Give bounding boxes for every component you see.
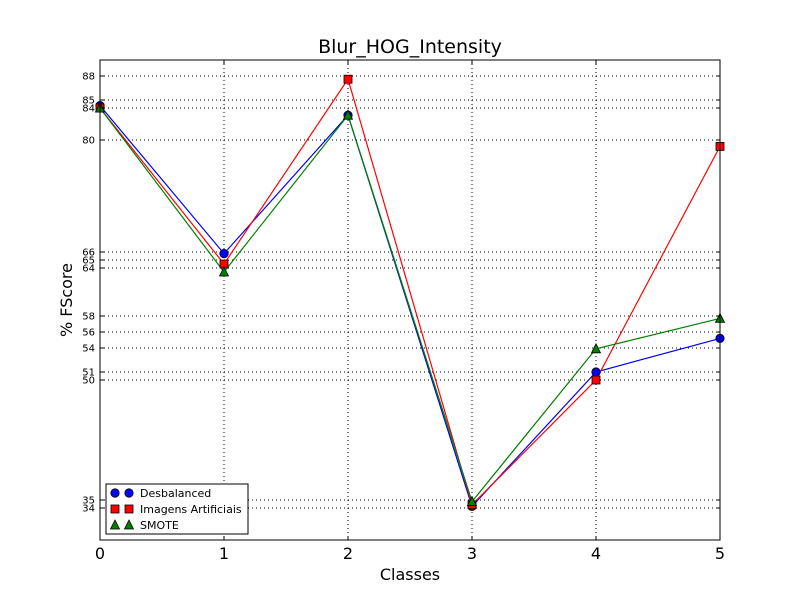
legend-marker xyxy=(123,519,135,530)
y-tick-label: 64 xyxy=(82,264,95,275)
data-point xyxy=(218,266,230,277)
legend-marker xyxy=(124,488,134,498)
y-tick-label: 66 xyxy=(82,248,95,259)
legend-marker xyxy=(109,519,121,530)
x-axis-label: Classes xyxy=(380,565,440,584)
data-point xyxy=(342,109,354,120)
data-point xyxy=(591,375,601,385)
y-tick-label: 34 xyxy=(82,504,95,515)
data-point xyxy=(466,495,478,507)
y-tick-label: 56 xyxy=(82,328,95,339)
x-tick-label: 3 xyxy=(467,544,477,563)
series-markers xyxy=(95,101,725,511)
series-smote xyxy=(99,107,721,503)
series-line xyxy=(99,105,721,508)
y-tick-label: 85 xyxy=(82,96,95,107)
x-tick-label: 5 xyxy=(715,544,725,563)
data-point xyxy=(343,74,353,84)
data-point xyxy=(590,342,602,354)
legend-marker xyxy=(110,488,120,498)
y-axis-label: % FScore xyxy=(57,263,76,337)
y-tick-label: 51 xyxy=(82,368,95,379)
series-desbalanced xyxy=(99,105,721,508)
series-imagens-artificiais xyxy=(99,77,721,506)
y-tick-label: 84 xyxy=(82,104,95,115)
y-tick-label: 88 xyxy=(82,72,95,83)
x-tick-label: 1 xyxy=(219,544,229,563)
series-line xyxy=(99,107,721,503)
legend-label: Desbalanced xyxy=(140,487,211,500)
chart-title: Blur_HOG_Intensity xyxy=(318,36,502,58)
x-tick-label: 0 xyxy=(95,544,105,563)
legend: Desbalanced Imagens Artificiais SMOTE xyxy=(105,483,249,535)
y-tick-label: 50 xyxy=(82,376,95,387)
data-point xyxy=(591,367,601,377)
series-line xyxy=(99,77,721,506)
series-markers xyxy=(94,102,726,507)
y-tick-label: 65 xyxy=(82,256,95,267)
legend-label: SMOTE xyxy=(140,519,179,532)
legend-label: Imagens Artificiais xyxy=(140,503,242,516)
legend-marker xyxy=(124,504,134,514)
y-tick-label: 54 xyxy=(82,344,95,355)
data-point xyxy=(219,249,229,259)
y-tick-label: 58 xyxy=(82,312,95,323)
x-tick-label: 2 xyxy=(343,544,353,563)
grid xyxy=(99,60,721,540)
series-layer xyxy=(94,74,726,511)
plot-frame xyxy=(99,59,721,541)
x-tick-label: 4 xyxy=(591,544,601,563)
y-tick-label: 35 xyxy=(82,496,95,507)
legend-marker xyxy=(110,504,120,514)
y-tick-label: 80 xyxy=(82,136,95,147)
